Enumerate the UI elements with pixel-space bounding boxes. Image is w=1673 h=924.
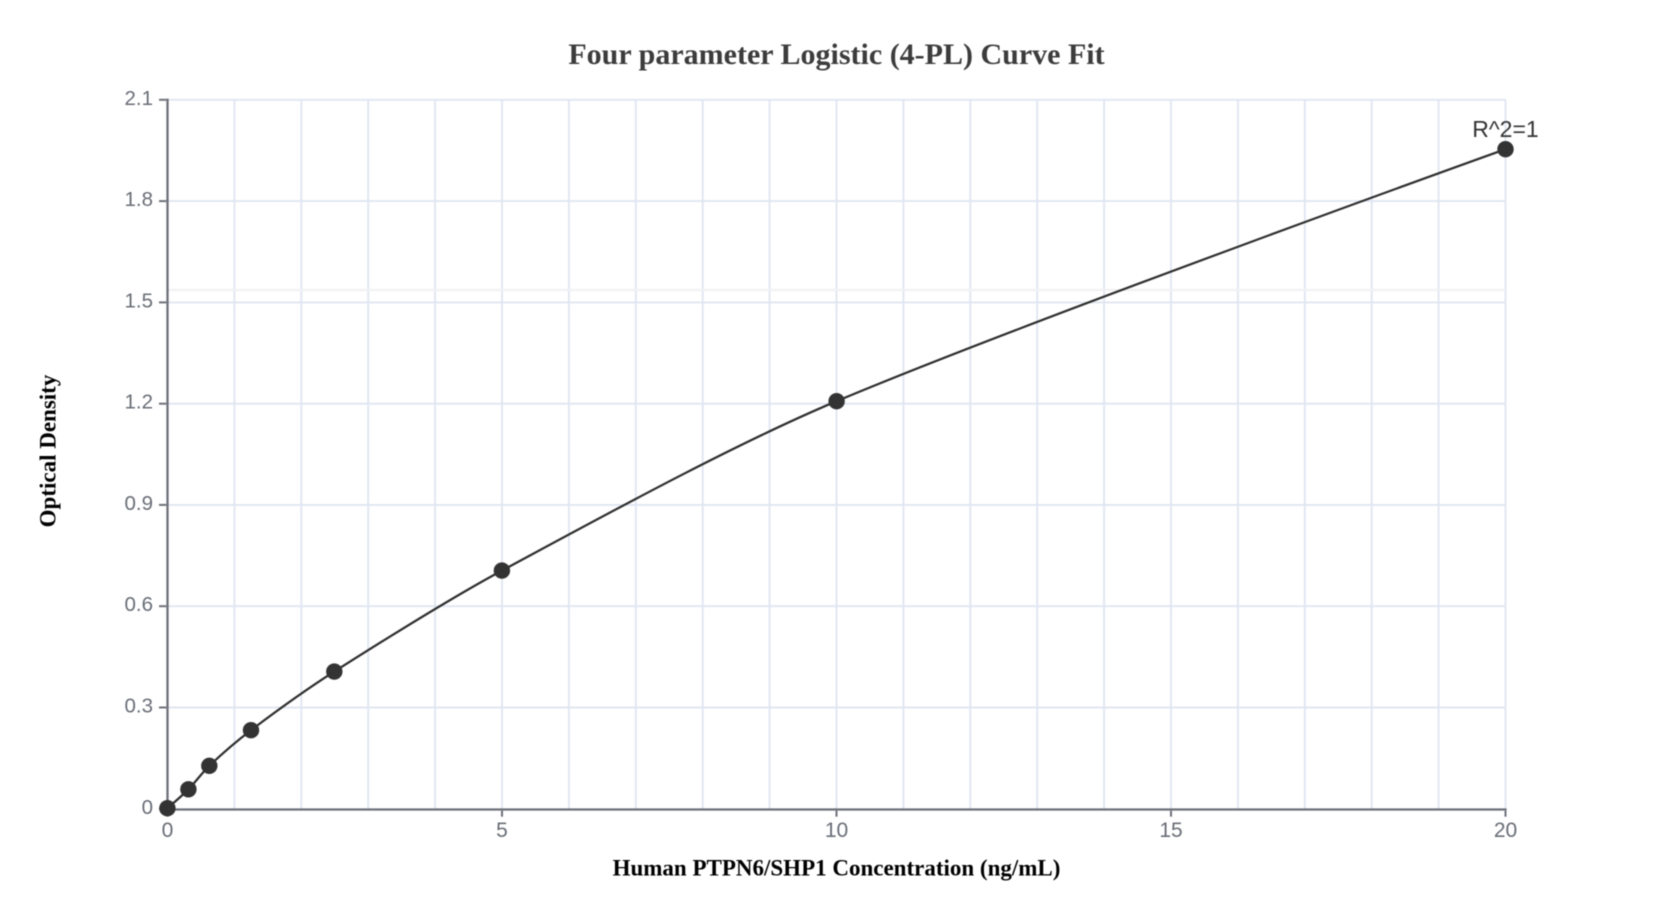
svg-text:0.9: 0.9 [125,492,154,515]
svg-text:1.5: 1.5 [125,289,154,312]
svg-text:0.3: 0.3 [125,695,154,718]
svg-text:5: 5 [496,819,508,842]
svg-text:2.1: 2.1 [125,87,154,110]
svg-text:1.8: 1.8 [125,188,154,211]
svg-text:R^2=1: R^2=1 [1472,116,1538,142]
svg-text:Optical Density: Optical Density [35,374,60,527]
svg-text:15: 15 [1159,819,1182,842]
svg-text:Four parameter Logistic (4-PL): Four parameter Logistic (4-PL) Curve Fit [568,38,1104,71]
svg-text:10: 10 [825,819,848,842]
svg-text:20: 20 [1494,819,1517,842]
svg-text:0: 0 [162,819,174,842]
svg-text:0.6: 0.6 [125,593,154,616]
svg-text:0: 0 [142,796,153,819]
svg-text:1.2: 1.2 [125,391,154,414]
svg-text:Human PTPN6/SHP1 Concentration: Human PTPN6/SHP1 Concentration (ng/mL) [613,856,1061,881]
